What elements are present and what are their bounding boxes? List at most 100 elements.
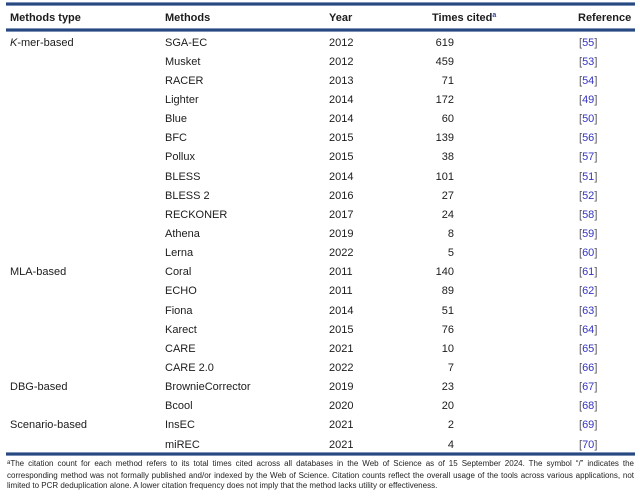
- cell-reference: [69]: [579, 419, 597, 431]
- table-row: BLESS 2 2016 27 [52]: [0, 186, 640, 205]
- cell-reference: [68]: [579, 400, 597, 412]
- cell-year: 2015: [329, 151, 354, 164]
- cell-method-name: InsEC: [165, 419, 195, 432]
- cell-reference: [49]: [579, 94, 597, 106]
- reference-link[interactable]: [63]: [579, 304, 598, 317]
- cell-reference: [58]: [579, 209, 597, 221]
- reference-link[interactable]: [69]: [579, 419, 598, 432]
- cell-year: 2021: [329, 438, 354, 451]
- cell-method-name: BLESS: [165, 170, 201, 183]
- cell-method-name: Athena: [165, 227, 200, 240]
- cell-times-cited: 5: [447, 247, 454, 260]
- table-row: Pollux 2015 38 [57]: [0, 148, 640, 167]
- cell-year: 2014: [329, 170, 354, 183]
- cell-times-cited: 76: [441, 323, 454, 336]
- cell-year: 2017: [329, 208, 354, 221]
- cell-methods-type: DBG-based: [10, 381, 68, 394]
- cell-times-cited: 101: [435, 170, 454, 183]
- reference-link[interactable]: [57]: [579, 151, 598, 164]
- cell-method-name: Pollux: [165, 151, 195, 164]
- cell-times-cited: 23: [441, 381, 454, 394]
- cell-times-cited: 139: [435, 132, 454, 145]
- table-bottom-rule: [6, 452, 635, 456]
- reference-link[interactable]: [50]: [579, 113, 598, 126]
- table-row: Lighter 2014 172 [49]: [0, 90, 640, 109]
- cell-reference: [63]: [579, 305, 597, 317]
- cell-method-name: Bcool: [165, 400, 193, 413]
- reference-link[interactable]: [56]: [579, 132, 598, 145]
- reference-link[interactable]: [55]: [579, 36, 598, 49]
- column-header-methods-type: Methods type: [10, 12, 81, 24]
- cell-reference: [66]: [579, 362, 597, 374]
- reference-link[interactable]: [54]: [579, 74, 598, 87]
- cell-method-name: Karect: [165, 323, 197, 336]
- cell-year: 2022: [329, 361, 354, 374]
- cell-year: 2021: [329, 342, 354, 355]
- table-top-rule: [6, 2, 635, 6]
- cell-year: 2019: [329, 227, 354, 240]
- cell-year: 2014: [329, 93, 354, 106]
- cell-method-name: miREC: [165, 438, 200, 451]
- table-footnote: aThe citation count for each method refe…: [7, 459, 634, 492]
- cell-method-name: BrownieCorrector: [165, 381, 251, 394]
- table-header-rule: [6, 28, 635, 32]
- cell-reference: [50]: [579, 113, 597, 125]
- cell-method-name: CARE: [165, 342, 196, 355]
- cell-year: 2015: [329, 323, 354, 336]
- cell-times-cited: 8: [447, 227, 454, 240]
- reference-link[interactable]: [52]: [579, 189, 598, 202]
- reference-link[interactable]: [58]: [579, 208, 598, 221]
- table-row: Karect 2015 76 [64]: [0, 320, 640, 339]
- cell-method-name: ECHO: [165, 285, 197, 298]
- reference-link[interactable]: [59]: [579, 227, 598, 240]
- reference-link[interactable]: [70]: [579, 438, 598, 451]
- cell-reference: [67]: [579, 381, 597, 393]
- cell-times-cited: 459: [435, 55, 454, 68]
- reference-link[interactable]: [49]: [579, 93, 598, 106]
- table-row: Fiona 2014 51 [63]: [0, 301, 640, 320]
- reference-link[interactable]: [68]: [579, 400, 598, 413]
- reference-link[interactable]: [67]: [579, 381, 598, 394]
- reference-link[interactable]: [66]: [579, 361, 598, 374]
- table-row: Blue 2014 60 [50]: [0, 110, 640, 129]
- table-row: DBG-based BrownieCorrector 2019 23 [67]: [0, 378, 640, 397]
- cell-year: 2019: [329, 381, 354, 394]
- cell-year: 2011: [329, 266, 353, 279]
- table-row: CARE 2021 10 [65]: [0, 339, 640, 358]
- cell-reference: [52]: [579, 190, 597, 202]
- cell-year: 2021: [329, 419, 354, 432]
- cell-reference: [55]: [579, 37, 597, 49]
- reference-link[interactable]: [53]: [579, 55, 598, 68]
- cell-times-cited: 60: [441, 113, 454, 126]
- cell-reference: [60]: [579, 247, 597, 259]
- cell-reference: [57]: [579, 151, 597, 163]
- cell-times-cited: 27: [441, 189, 454, 202]
- reference-link[interactable]: [60]: [579, 247, 598, 260]
- cell-year: 2022: [329, 247, 354, 260]
- cell-year: 2012: [329, 36, 354, 49]
- table-row: ECHO 2011 89 [62]: [0, 282, 640, 301]
- cell-reference: [70]: [579, 439, 597, 451]
- table-row: BLESS 2014 101 [51]: [0, 167, 640, 186]
- cell-year: 2014: [329, 113, 354, 126]
- cell-reference: [54]: [579, 75, 597, 87]
- cell-reference: [51]: [579, 171, 597, 183]
- table-row: K-mer-based SGA-EC 2012 619 [55]: [0, 33, 640, 52]
- cell-method-name: Lighter: [165, 93, 199, 106]
- cell-times-cited: 38: [441, 151, 454, 164]
- reference-link[interactable]: [61]: [579, 266, 598, 279]
- reference-link[interactable]: [51]: [579, 170, 598, 183]
- table-row: MLA-based Coral 2011 140 [61]: [0, 263, 640, 282]
- cell-method-name: BFC: [165, 132, 187, 145]
- cell-reference: [65]: [579, 343, 597, 355]
- reference-link[interactable]: [64]: [579, 323, 598, 336]
- cell-year: 2014: [329, 304, 354, 317]
- reference-link[interactable]: [62]: [579, 285, 598, 298]
- cell-times-cited: 89: [441, 285, 454, 298]
- cell-times-cited: 619: [435, 36, 454, 49]
- table-row: Bcool 2020 20 [68]: [0, 397, 640, 416]
- column-header-times-cited: Times citeda: [432, 9, 496, 27]
- reference-link[interactable]: [65]: [579, 342, 598, 355]
- cell-times-cited: 10: [441, 342, 454, 355]
